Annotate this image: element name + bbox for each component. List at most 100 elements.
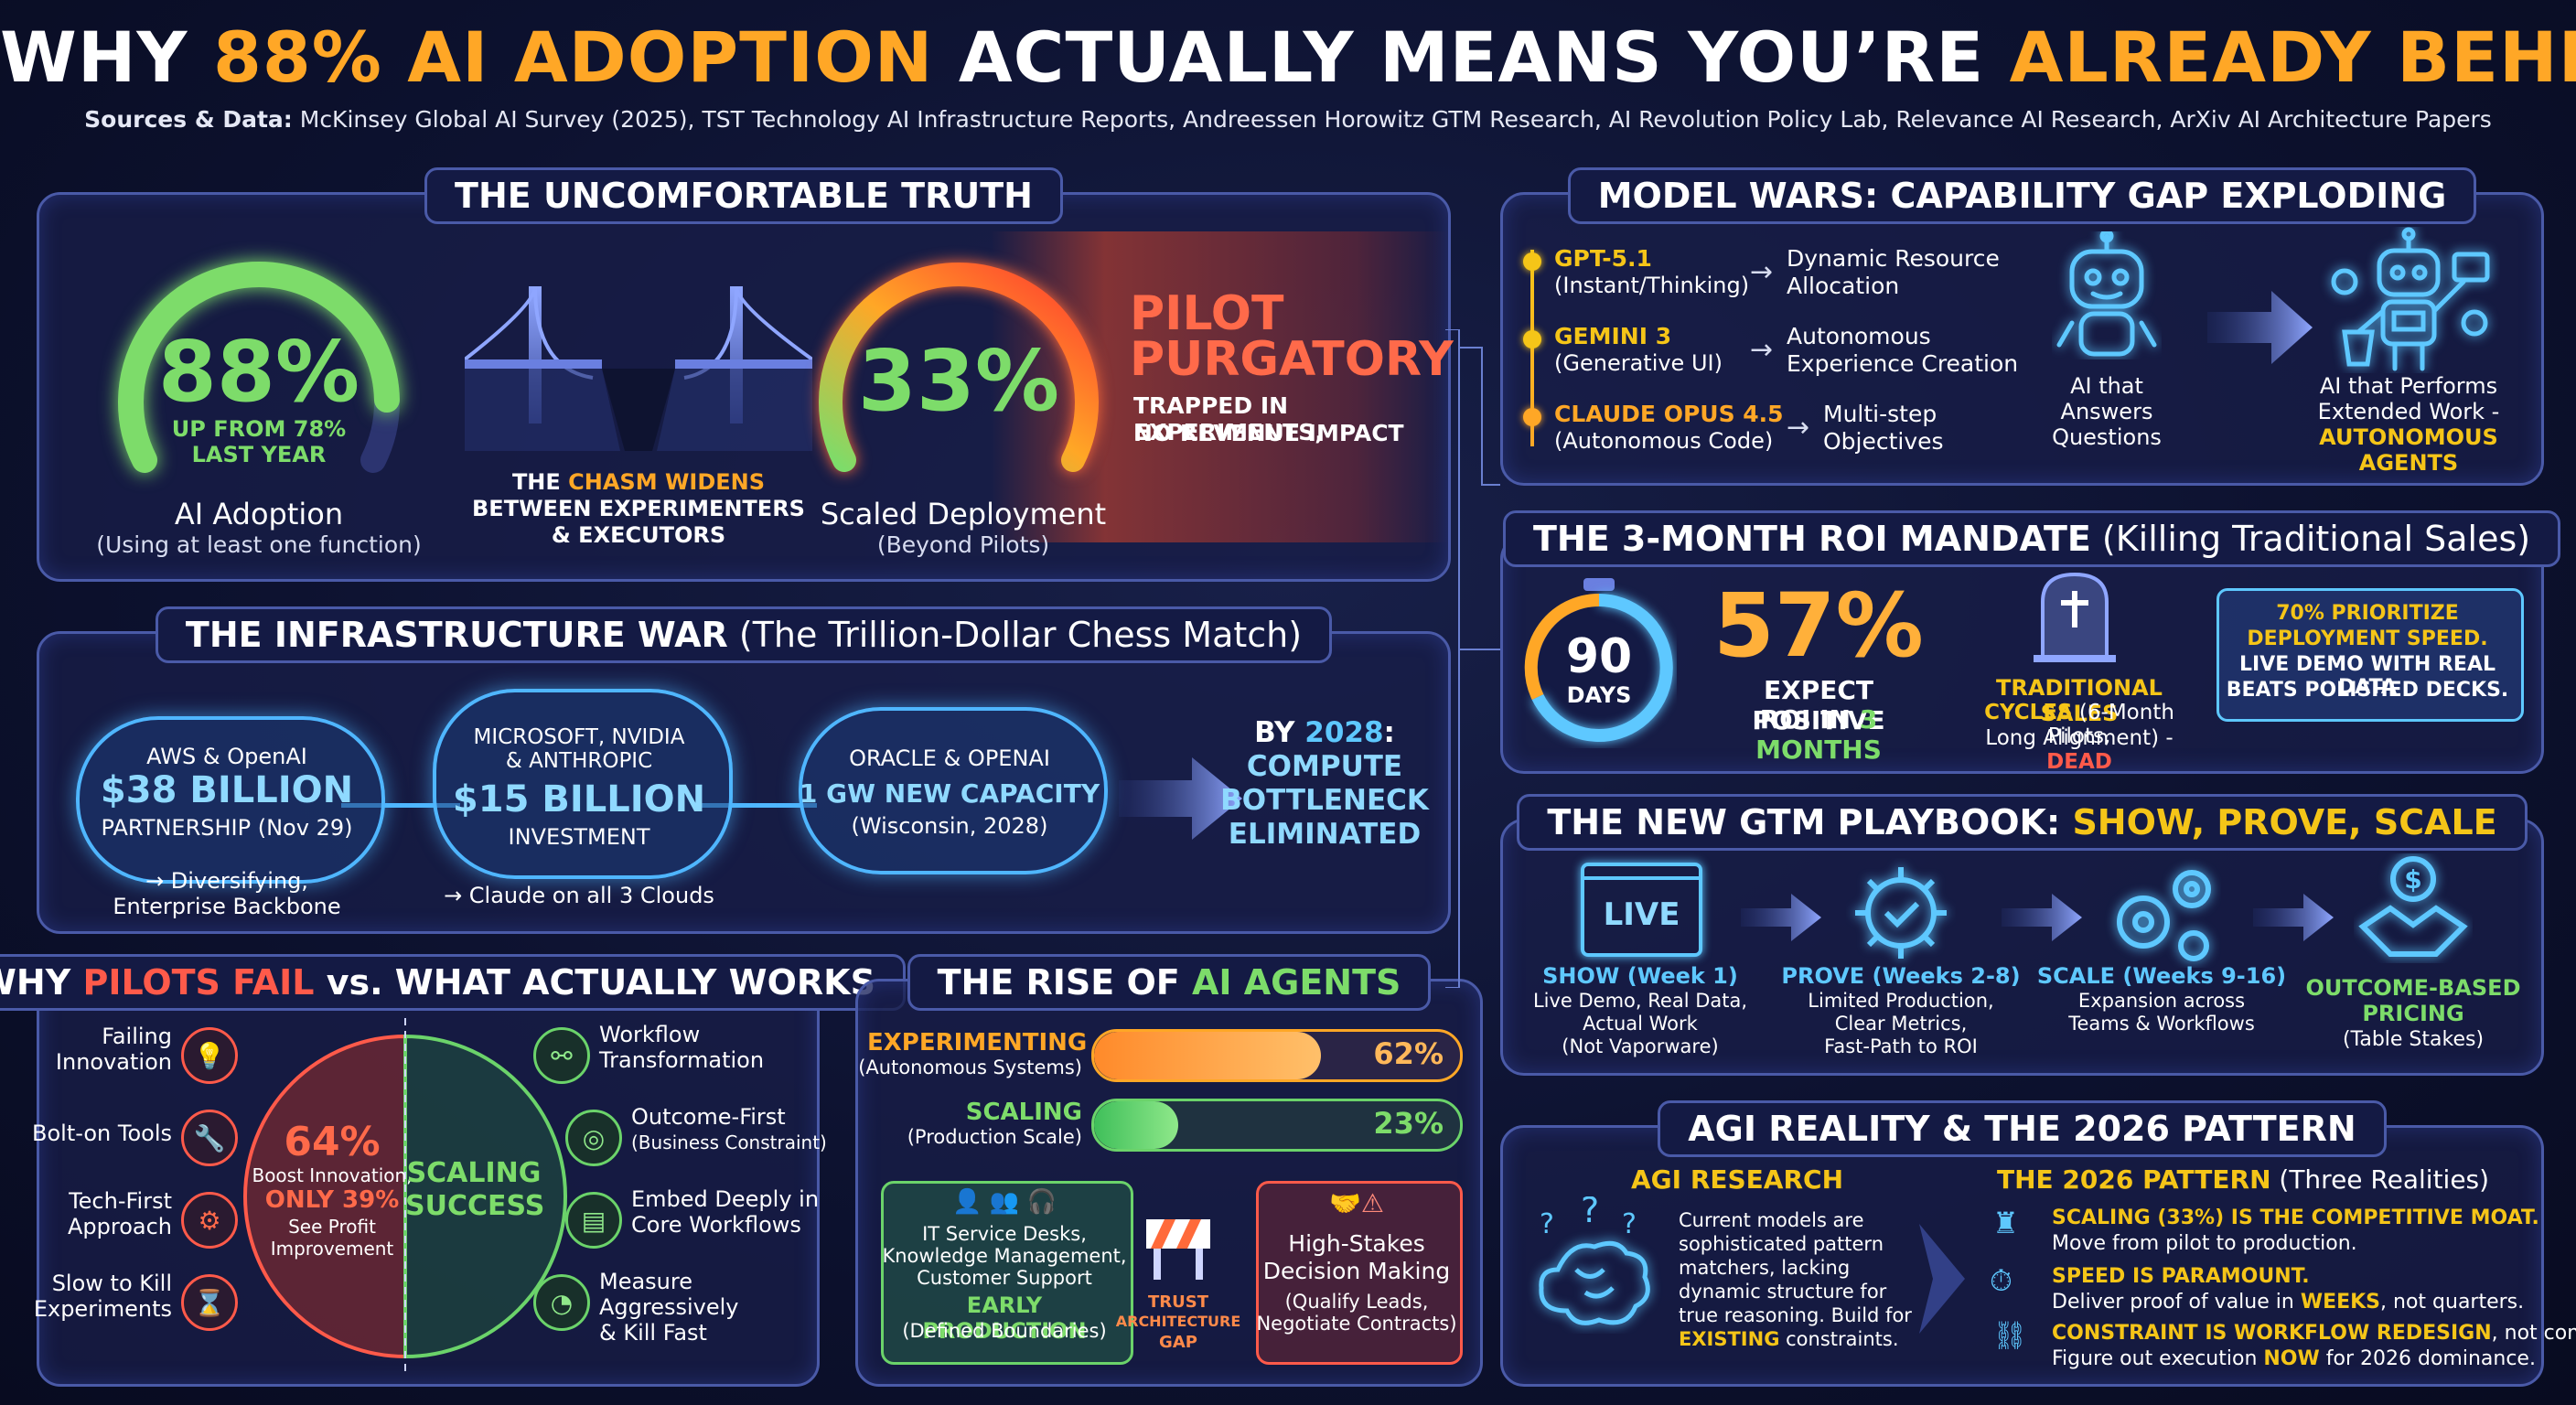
agi-line: dynamic structure for bbox=[1679, 1281, 1887, 1303]
title-main: THE INFRASTRUCTURE WAR bbox=[185, 615, 728, 655]
gtm-step-l1: PRICING bbox=[2362, 1001, 2464, 1026]
work-item-l3: & Kill Fast bbox=[599, 1320, 707, 1346]
model-result-l1: Autonomous bbox=[1787, 323, 1931, 349]
sources-line: Sources & Data: McKinsey Global AI Surve… bbox=[0, 106, 2576, 133]
agi-line: matchers, lacking bbox=[1679, 1257, 1851, 1279]
trad-l2: CYCLES (6-Month Pilots, bbox=[1951, 701, 2207, 748]
work-item-l2: Transformation bbox=[599, 1047, 765, 1073]
work-item-l1: Embed Deeply in bbox=[631, 1186, 820, 1212]
hourglass-icon: ⌛ bbox=[181, 1274, 238, 1331]
agi-line: Current models are bbox=[1679, 1209, 1864, 1231]
fail-item-l2: Innovation bbox=[55, 1049, 172, 1075]
r3b-text: for 2026 dominance. bbox=[2319, 1347, 2536, 1370]
gtm-step-l1: Live Demo, Real Data, bbox=[1532, 990, 1748, 1012]
panel-roi-mandate: THE 3-MONTH ROI MANDATE (Killing Traditi… bbox=[1500, 510, 2561, 774]
cloud-microsoft-nvidia-anthropic bbox=[433, 689, 733, 879]
r1b: Move from pilot to production. bbox=[2052, 1232, 2357, 1255]
box1-l2: Knowledge Management, bbox=[882, 1245, 1127, 1267]
model-sub: (Generative UI) bbox=[1554, 350, 1723, 376]
r1a: SCALING (33%) IS THE COMPETITIVE MOAT. bbox=[2052, 1207, 2539, 1229]
people-icons: 👤 👥 🎧 bbox=[952, 1188, 1057, 1216]
roi-l2: ROI IN 3 MONTHS bbox=[1695, 704, 1942, 765]
panel-title: THE UNCOMFORTABLE TRUTH bbox=[424, 167, 1063, 224]
fail-l1: Boost Innovation, bbox=[252, 1164, 413, 1186]
box1-l3: Customer Support bbox=[917, 1267, 1092, 1289]
panel-agi-reality: AGI REALITY & THE 2026 PATTERN AGI RESEA… bbox=[1500, 1100, 2576, 1387]
fail-vs-works-circle bbox=[243, 1018, 567, 1375]
by-colon: : bbox=[1383, 716, 1395, 749]
gap-l2: ARCHITECTURE bbox=[1115, 1313, 1241, 1330]
timer-unit: DAYS bbox=[1566, 682, 1632, 708]
timeline-dot bbox=[1523, 252, 1541, 271]
gtm-step-title: OUTCOME-BASED bbox=[2305, 975, 2521, 1001]
fail-l4: Improvement bbox=[270, 1238, 394, 1260]
model-result-l2: Allocation bbox=[1787, 273, 1900, 299]
r3b-highlight: NOW bbox=[2263, 1347, 2320, 1370]
gear-icon: ⚙ bbox=[181, 1192, 238, 1249]
scaled-gauge bbox=[819, 262, 1099, 472]
agi-line: sophisticated pattern bbox=[1679, 1233, 1884, 1255]
trad-l3: Long Alignment) - DEAD bbox=[1951, 726, 2207, 774]
panel-title: AGI REALITY & THE 2026 PATTERN bbox=[1658, 1100, 2387, 1157]
title-part: WHY bbox=[0, 16, 213, 98]
adoption-note2: LAST YEAR bbox=[191, 442, 327, 467]
arrow-right-icon: → bbox=[1750, 256, 1774, 288]
pilot-purgatory-glow bbox=[991, 231, 1448, 542]
work-item-l1: Outcome-First bbox=[631, 1104, 786, 1130]
panel-rise-of-ai-agents: THE RISE OF AI AGENTS EXPERIMENTING (Aut… bbox=[855, 954, 1483, 1387]
r2b-text: Deliver proof of value in bbox=[2052, 1291, 2301, 1314]
by-2028-block: BY 2028: COMPUTE BOTTLENECK ELIMINATED bbox=[1210, 716, 1439, 852]
agi-title-sub: (Three Realities) bbox=[2270, 1164, 2490, 1195]
bridge-icon bbox=[465, 285, 812, 451]
title-highlight: 88% AI ADOPTION bbox=[212, 16, 934, 98]
pilot-purgatory-4: NO REVENUE IMPACT bbox=[1133, 420, 1404, 446]
brain-question-icon: ??? bbox=[1539, 1196, 1650, 1325]
box2-l1: High-Stakes bbox=[1288, 1230, 1425, 1257]
work-item-l2: Core Workflows bbox=[631, 1212, 801, 1238]
agi-left-text: Current models are sophisticated pattern m… bbox=[1679, 1208, 1916, 1351]
box2-l3: (Qualify Leads, bbox=[1284, 1291, 1429, 1313]
work-item-l2: Aggressively bbox=[599, 1294, 739, 1320]
ai1-l2: Answers bbox=[2060, 399, 2153, 424]
live-demo-icon bbox=[1581, 863, 1702, 957]
agi-left-title: AGI RESEARCH bbox=[1631, 1164, 1844, 1195]
bar2-track bbox=[1091, 1099, 1463, 1152]
roi-l1: EXPECT POSITIVE bbox=[1752, 675, 1885, 735]
wrench-icon: 🔧 bbox=[181, 1110, 238, 1166]
panel-title: MODEL WARS: CAPABILITY GAP EXPLODING bbox=[1567, 167, 2477, 224]
document-icon: ▤ bbox=[565, 1192, 622, 1249]
handshake-dollar-icon: $ bbox=[2358, 856, 2468, 957]
timeline-dot bbox=[1523, 408, 1541, 426]
trad-highlight: CYCLES bbox=[1984, 701, 2073, 724]
box1-t2: (Defined Boundaries) bbox=[902, 1320, 1107, 1342]
fail-l2: ONLY 39% bbox=[264, 1186, 400, 1214]
main-title: WHY 88% AI ADOPTION ACTUALLY MEANS YOU’R… bbox=[0, 16, 2576, 98]
box1-t1: EARLY PRODUCTION bbox=[922, 1292, 1087, 1344]
handshake-warning-icon: 🤝⚠ bbox=[1329, 1188, 1384, 1218]
gtm-step-title: SCALE (Weeks 9-16) bbox=[2036, 963, 2287, 989]
c2-value: $15 BILLION bbox=[452, 778, 706, 820]
c2-top2: & ANTHROPIC bbox=[505, 749, 653, 773]
adoption-value: 88% bbox=[157, 323, 360, 421]
model-sub: (Instant/Thinking) bbox=[1554, 273, 1750, 298]
c1-sub: PARTNERSHIP (Nov 29) bbox=[101, 815, 353, 841]
gtm-step-l2: Clear Metrics, bbox=[1834, 1013, 1968, 1035]
gtm-step-l3: (Not Vaporware) bbox=[1562, 1035, 1719, 1057]
gauge-icon: ◔ bbox=[533, 1274, 590, 1331]
panel-uncomfortable-truth: THE UNCOMFORTABLE TRUTH 88% UP FROM 78% … bbox=[37, 167, 1454, 582]
c2-note: → Claude on all 3 Clouds bbox=[444, 883, 714, 908]
trad-text: (6-Month Pilots, bbox=[2047, 701, 2174, 748]
title-part: WHY bbox=[0, 962, 71, 1003]
model-result-l1: Dynamic Resource bbox=[1787, 245, 2000, 272]
c2-sub: INVESTMENT bbox=[508, 824, 650, 850]
box2-l4: Negotiate Contracts) bbox=[1256, 1313, 1457, 1335]
bar2-label: SCALING bbox=[965, 1099, 1082, 1126]
title-part: THE NEW GTM PLAYBOOK: bbox=[1547, 802, 2073, 842]
r3a: CONSTRAINT IS WORKFLOW REDESIGN, not com… bbox=[2052, 1322, 2576, 1345]
title-highlight: SHOW, PROVE, SCALE bbox=[2072, 802, 2497, 842]
gtm-step-l1: Expansion across bbox=[2077, 990, 2246, 1012]
workflow-icon: ⛓ bbox=[1992, 1320, 2028, 1352]
r3b: Figure out execution NOW for 2026 domina… bbox=[2052, 1347, 2536, 1370]
adoption-note1: UP FROM 78% bbox=[171, 416, 347, 442]
roi-percent: 57% bbox=[1713, 574, 1924, 677]
